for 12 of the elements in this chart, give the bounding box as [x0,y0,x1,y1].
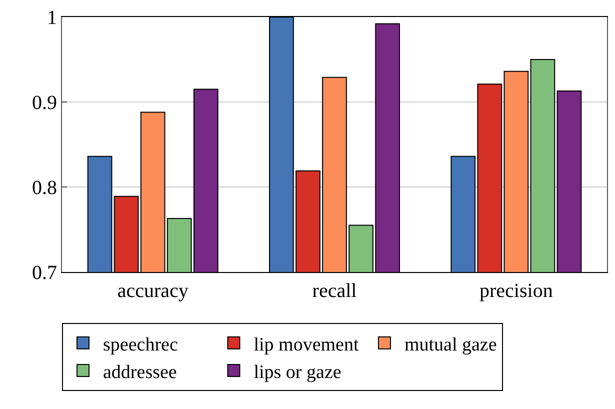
y-tick-label: 0.8 [32,177,57,199]
y-tick-label: 0.7 [32,262,57,284]
legend-label: lip movement [254,334,360,356]
legend-label: addressee [103,362,177,383]
y-tick-label: 1 [47,7,57,29]
legend-label: speechrec [103,334,178,356]
legend-label: lips or gaze [254,362,342,383]
x-tick-label: accuracy [117,280,188,302]
x-tick-label: precision [480,280,553,302]
x-tick-label: recall [312,280,358,302]
y-tick-label: 0.9 [32,92,57,114]
legend-label: mutual gaze [404,334,497,356]
